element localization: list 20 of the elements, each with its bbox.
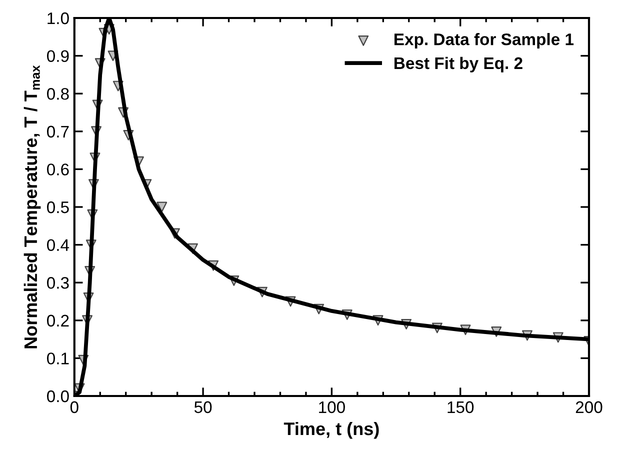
x-tick-label: 100 [319, 401, 345, 414]
y-tick-label: 0.7 [47, 126, 69, 138]
y-tick-label: 0.5 [47, 201, 69, 214]
x-tick-label: 0 [70, 401, 78, 414]
y-tick-label: 1.0 [48, 12, 69, 24]
y-tick-label: 0.1 [47, 352, 69, 364]
x-tick-label: 200 [576, 401, 602, 414]
legend-label: Exp. Data for Sample 1 [394, 33, 574, 49]
y-tick-label: 0.0 [47, 390, 69, 402]
legend-label: Best Fit by Eq. 2 [394, 56, 522, 72]
y-tick-label: 0.9 [47, 50, 69, 62]
x-tick-label: 150 [448, 401, 474, 414]
y-tick-label: 0.6 [47, 164, 69, 176]
y-tick-label: 0.2 [47, 314, 69, 327]
x-tick-label: 50 [194, 401, 212, 414]
x-axis-title: Time, t (ns) [284, 422, 379, 439]
y-axis-title: Normalized Temperature, T / T$_{max}$ [24, 65, 41, 348]
y-tick-label: 0.3 [47, 277, 69, 289]
y-tick-label: 0.4 [47, 239, 70, 252]
y-tick-label: 0.8 [47, 88, 69, 100]
